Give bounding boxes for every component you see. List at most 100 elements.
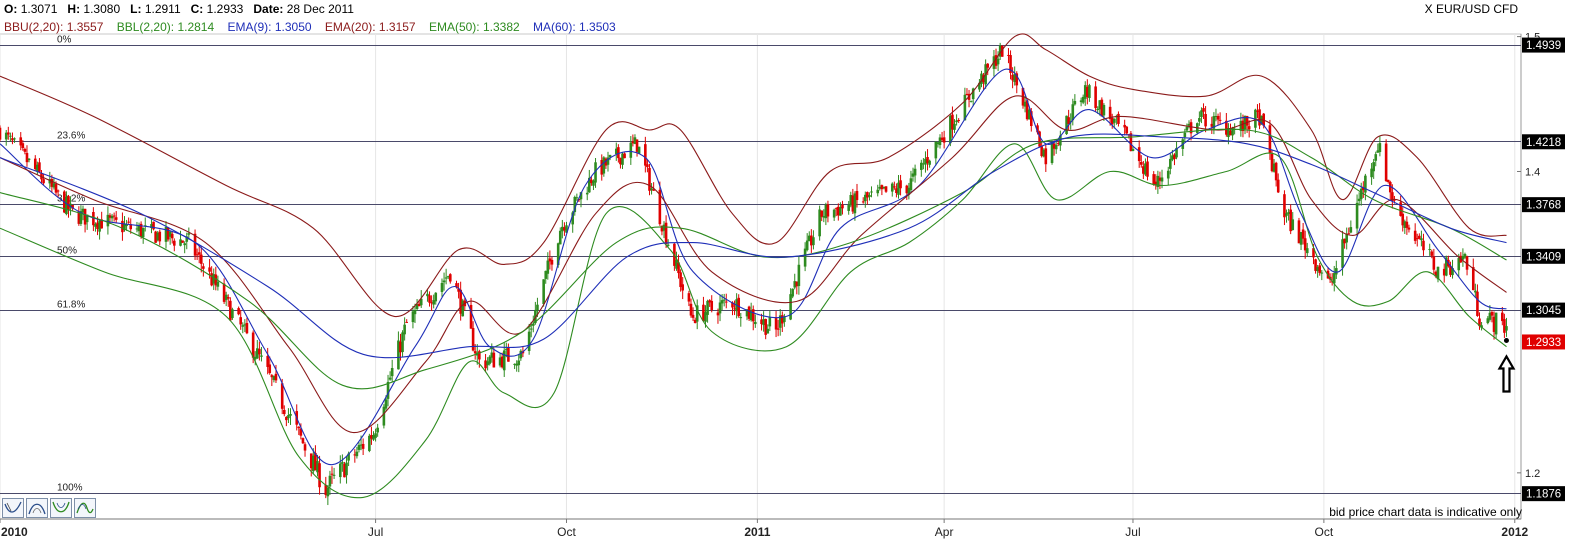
candle-body bbox=[1212, 116, 1216, 129]
candle-body bbox=[623, 153, 626, 159]
candle-body bbox=[152, 221, 155, 230]
candle-body bbox=[1486, 318, 1490, 324]
bell-curve-icon bbox=[28, 503, 46, 515]
candle-body bbox=[1401, 213, 1405, 226]
candle-body bbox=[1316, 267, 1319, 272]
candle-body bbox=[1204, 113, 1207, 127]
candle-body bbox=[1299, 231, 1303, 245]
candle-body bbox=[565, 225, 568, 233]
open-value: 1.3071 bbox=[20, 2, 58, 16]
candle-body bbox=[644, 144, 647, 166]
candle-body bbox=[762, 319, 765, 326]
candle-body bbox=[361, 443, 365, 449]
candle-body bbox=[1449, 265, 1452, 275]
indicator-line-ma60 bbox=[0, 133, 1507, 359]
candle-body bbox=[720, 300, 724, 304]
candle-body bbox=[693, 319, 697, 323]
candle-body bbox=[301, 438, 305, 444]
candle-body bbox=[1247, 126, 1251, 130]
candle-body bbox=[502, 350, 506, 371]
candle-body bbox=[1054, 145, 1058, 150]
candle-body bbox=[1349, 227, 1353, 233]
tool-button-3[interactable] bbox=[50, 498, 72, 518]
candle-body bbox=[951, 114, 954, 130]
candle-body bbox=[193, 233, 197, 256]
candle-body bbox=[780, 315, 784, 324]
candle-body bbox=[832, 209, 836, 218]
candle-body bbox=[722, 299, 726, 301]
candle-body bbox=[812, 237, 815, 246]
candle-body bbox=[1000, 45, 1004, 57]
candle-body bbox=[911, 173, 915, 177]
candle-body bbox=[1166, 170, 1170, 179]
candle-body bbox=[260, 355, 263, 357]
candle-body bbox=[253, 356, 257, 360]
candle-body bbox=[1088, 85, 1091, 98]
candle-body bbox=[760, 319, 763, 325]
price-tags: 1.4939 1.4218 1.3768 1.3409 1.3045 1.2933 1.18… bbox=[1522, 37, 1565, 502]
candle-body bbox=[413, 310, 417, 315]
candle-body bbox=[994, 55, 998, 66]
annotations bbox=[1497, 337, 1516, 393]
candle-body bbox=[1361, 187, 1365, 191]
candle-body bbox=[382, 406, 386, 426]
fib-label: 50% bbox=[57, 246, 77, 257]
candle-body bbox=[996, 58, 1000, 65]
candle-body bbox=[604, 158, 608, 166]
date-label: Date: bbox=[253, 2, 284, 16]
candle-body bbox=[434, 292, 438, 302]
candle-body bbox=[473, 351, 477, 354]
candle-body bbox=[505, 348, 508, 350]
level-price-tag bbox=[1522, 302, 1565, 318]
candle-body bbox=[1451, 267, 1454, 276]
candle-body bbox=[417, 303, 421, 307]
candle-body bbox=[1158, 177, 1162, 181]
low-value: 1.2911 bbox=[144, 2, 181, 16]
high-value: 1.3080 bbox=[83, 2, 121, 16]
candle-body bbox=[920, 162, 923, 170]
candle-body bbox=[216, 281, 220, 287]
candle-body bbox=[558, 230, 562, 245]
candle-body bbox=[689, 303, 693, 316]
candle-body bbox=[67, 196, 70, 210]
candle-body bbox=[1027, 109, 1031, 120]
candle-body bbox=[1289, 209, 1292, 232]
tool-button-2[interactable] bbox=[26, 498, 48, 518]
candle-body bbox=[922, 163, 925, 165]
x-tick-label: Jul bbox=[1125, 525, 1140, 539]
candle-body bbox=[312, 455, 315, 472]
y-tick-label: 1.4 bbox=[1525, 166, 1540, 178]
candle-body bbox=[419, 298, 423, 306]
candle-body bbox=[1086, 86, 1089, 98]
candle-body bbox=[1098, 100, 1102, 110]
candle-body bbox=[1258, 109, 1261, 126]
candle-body bbox=[85, 214, 89, 223]
candle-body bbox=[150, 224, 153, 228]
candle-body bbox=[415, 304, 419, 309]
candle-body bbox=[1370, 168, 1373, 178]
candle-body bbox=[1218, 119, 1222, 121]
candle-body bbox=[1478, 318, 1481, 327]
tool-button-1[interactable] bbox=[2, 498, 24, 518]
tool-button-4[interactable] bbox=[74, 498, 96, 518]
candle-body bbox=[19, 137, 23, 146]
candle-body bbox=[573, 196, 577, 213]
candle-body bbox=[1270, 153, 1274, 172]
candle-body bbox=[1200, 110, 1203, 118]
candle-body bbox=[731, 302, 734, 308]
up-arrow-annotation bbox=[1497, 354, 1516, 393]
candle-body bbox=[884, 186, 888, 192]
candle-body bbox=[681, 284, 684, 291]
candle-body bbox=[1301, 229, 1305, 239]
candle-body bbox=[314, 452, 317, 471]
close-label: C: bbox=[190, 2, 204, 16]
candle-body bbox=[1243, 115, 1247, 130]
candle-body bbox=[652, 189, 655, 191]
level-price-tag bbox=[1522, 37, 1565, 53]
candle-body bbox=[1083, 85, 1087, 99]
fib-label: 0% bbox=[57, 35, 72, 46]
candle-body bbox=[1125, 126, 1129, 134]
candle-body bbox=[803, 248, 807, 267]
level-price-tag bbox=[1522, 486, 1565, 502]
candle-body bbox=[77, 211, 81, 224]
